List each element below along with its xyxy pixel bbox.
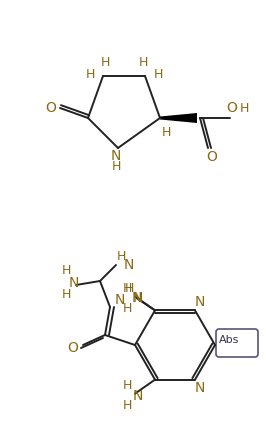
Text: H: H xyxy=(116,250,126,264)
Text: H: H xyxy=(100,55,110,69)
Text: H: H xyxy=(138,55,148,69)
Text: H: H xyxy=(122,302,132,315)
Text: H: H xyxy=(85,67,95,81)
Text: N: N xyxy=(124,258,134,272)
Text: N: N xyxy=(111,149,121,163)
Text: H: H xyxy=(122,379,132,392)
Text: N: N xyxy=(69,276,79,290)
Text: H: H xyxy=(61,265,71,277)
Text: H: H xyxy=(122,282,132,295)
Text: H: H xyxy=(239,101,249,115)
Text: N: N xyxy=(133,291,143,305)
Text: N: N xyxy=(195,295,205,309)
Text: O: O xyxy=(227,101,238,115)
Text: O: O xyxy=(68,341,78,355)
Text: N: N xyxy=(115,293,125,307)
Text: H: H xyxy=(161,126,171,138)
Text: H: H xyxy=(61,288,71,302)
Text: H: H xyxy=(111,159,121,173)
Text: N: N xyxy=(195,381,205,394)
Text: O: O xyxy=(45,101,56,115)
Text: N: N xyxy=(133,389,143,403)
Text: Abs: Abs xyxy=(219,335,239,345)
Text: H: H xyxy=(153,67,163,81)
Polygon shape xyxy=(160,113,197,123)
Text: H: H xyxy=(124,282,134,295)
Text: H: H xyxy=(122,399,132,412)
Text: N: N xyxy=(132,291,142,305)
Text: O: O xyxy=(207,150,217,164)
FancyBboxPatch shape xyxy=(216,329,258,357)
